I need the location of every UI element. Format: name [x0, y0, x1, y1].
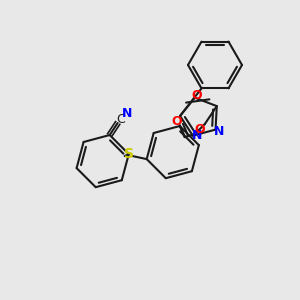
Text: O: O	[194, 123, 205, 136]
Text: N: N	[192, 129, 202, 142]
Text: N: N	[122, 106, 132, 119]
Text: O: O	[191, 89, 202, 102]
Text: C: C	[116, 112, 125, 125]
Text: S: S	[124, 147, 134, 161]
Text: O: O	[172, 115, 182, 128]
Text: N: N	[214, 125, 225, 138]
